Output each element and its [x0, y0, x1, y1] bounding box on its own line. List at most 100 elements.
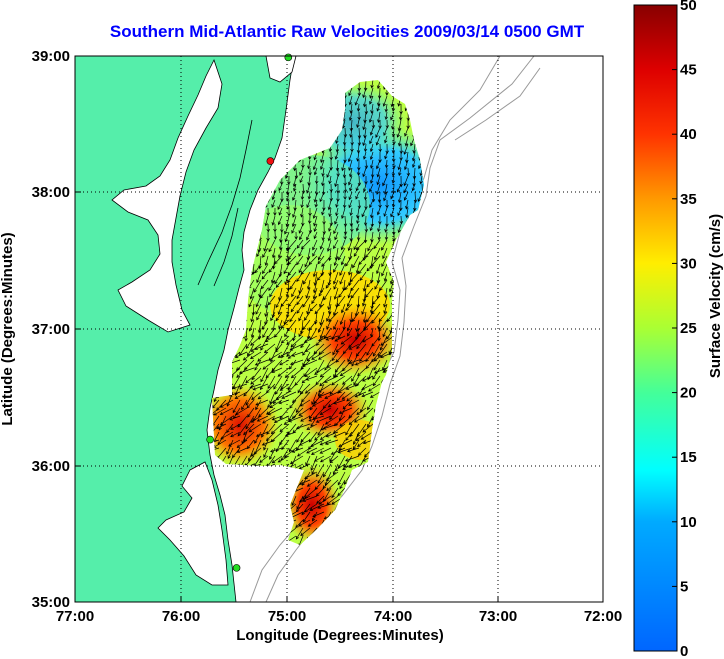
velocity-vector [316, 271, 325, 281]
velocity-vector [271, 455, 283, 464]
velocity-vector [313, 455, 325, 462]
velocity-vector [295, 399, 304, 414]
velocity-vector [331, 375, 346, 386]
velocity-vector [273, 231, 278, 240]
velocity-vector [308, 167, 312, 176]
velocity-vector [321, 167, 325, 177]
velocity-vector [319, 295, 325, 308]
velocity-vector [366, 279, 374, 288]
velocity-vector [269, 391, 276, 405]
velocity-vector [398, 111, 403, 121]
velocity-vector [374, 247, 381, 261]
velocity-vector [385, 199, 389, 209]
velocity-vector [319, 407, 332, 415]
velocity-vector [363, 143, 368, 153]
velocity-vector [311, 295, 318, 305]
velocity-vector [359, 271, 367, 281]
velocity-vector [262, 263, 269, 275]
velocity-vector [289, 399, 297, 409]
velocity-vector [244, 327, 248, 342]
velocity-vector [255, 431, 269, 438]
velocity-vector [372, 295, 381, 305]
velocity-vector [383, 183, 388, 195]
velocity-vector [319, 439, 332, 446]
velocity-vector [326, 479, 339, 492]
velocity-vector [357, 111, 361, 121]
velocity-vector [289, 343, 304, 351]
velocity-vector [285, 247, 290, 263]
velocity-vector [350, 223, 354, 233]
velocity-vector [298, 407, 311, 417]
colorbar-label: Surface Velocity (cm/s) [707, 214, 724, 378]
velocity-vector [347, 359, 360, 365]
velocity-vector [349, 207, 353, 217]
velocity-vector [378, 199, 382, 209]
velocity-vector [291, 351, 304, 357]
velocity-vector [345, 423, 353, 436]
velocity-vector [295, 423, 311, 430]
velocity-vector [296, 271, 304, 283]
velocity-vector [348, 263, 353, 276]
velocity-vector [248, 319, 255, 332]
velocity-vector [364, 223, 369, 233]
velocity-vector [334, 463, 346, 471]
velocity-vector [362, 423, 374, 433]
velocity-vector [368, 183, 374, 193]
velocity-vector [381, 255, 388, 268]
velocity-vector [300, 527, 311, 536]
velocity-vector [232, 399, 241, 414]
velocity-vector [356, 143, 361, 154]
velocity-vector [384, 167, 389, 177]
velocity-vector [267, 375, 276, 390]
velocity-vector [320, 151, 325, 164]
velocity-vector [228, 439, 241, 447]
velocity-vector [300, 319, 304, 335]
velocity-vector [372, 367, 381, 380]
velocity-vector [331, 351, 339, 362]
velocity-vector [354, 391, 367, 398]
velocity-vector [343, 231, 347, 240]
x-axis-label: Longitude (Degrees:Minutes) [236, 627, 444, 644]
velocity-vector [397, 119, 402, 132]
velocity-vector [260, 367, 269, 383]
velocity-vector [339, 479, 346, 490]
velocity-vector [369, 135, 374, 145]
velocity-vector [290, 335, 304, 348]
velocity-vector [319, 431, 332, 441]
velocity-vector [341, 391, 353, 400]
velocity-vector [274, 255, 283, 265]
velocity-vector [397, 191, 402, 204]
axis-ticks [75, 191, 499, 602]
velocity-vector [264, 215, 269, 227]
velocity-vector [277, 367, 290, 377]
velocity-vector [300, 207, 304, 218]
velocity-vector [342, 199, 347, 209]
velocity-vector [356, 167, 361, 176]
velocity-vector [347, 287, 353, 299]
velocity-vector [271, 215, 276, 226]
velocity-vector [369, 143, 374, 153]
velocity-vector [313, 215, 318, 227]
velocity-vector [257, 351, 269, 362]
velocity-vector [320, 423, 332, 431]
velocity-vector [333, 279, 339, 290]
velocity-vector [391, 103, 396, 112]
velocity-vector [328, 175, 332, 185]
velocity-vector [256, 271, 262, 284]
velocity-vector [376, 95, 381, 107]
velocity-vector [254, 359, 269, 366]
velocity-vector [377, 343, 388, 358]
velocity-vector [378, 143, 382, 153]
velocity-vector [384, 223, 388, 233]
velocity-vector [264, 255, 269, 266]
velocity-vector [343, 127, 348, 138]
velocity-vector [303, 335, 318, 343]
velocity-vector [369, 199, 374, 209]
velocity-vector [304, 343, 318, 353]
velocity-vector [362, 311, 367, 323]
velocity-vector [371, 119, 376, 129]
velocity-vector [341, 207, 346, 220]
velocity-vector [333, 287, 339, 300]
velocity-vector [319, 239, 325, 250]
velocity-vector [352, 255, 360, 269]
